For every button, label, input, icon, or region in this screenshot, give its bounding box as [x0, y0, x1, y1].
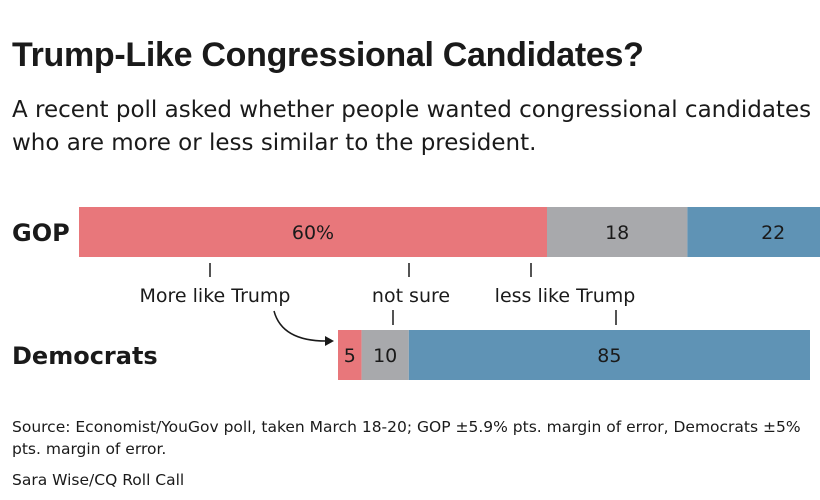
data-label-gop-less-like-trump: 22 [761, 222, 785, 244]
category-label-democrats: Democrats [12, 342, 158, 370]
credit: Sara Wise/CQ Roll Call [12, 471, 185, 489]
chart-subtitle: A recent poll asked whether people wante… [12, 97, 812, 156]
chart-title: Trump-Like Congressional Candidates? [12, 36, 644, 74]
legend-label-not-sure: not sure [372, 285, 450, 307]
legend-label-more-like-trump: More like Trump [140, 285, 291, 307]
bar-gop-not-sure [547, 207, 688, 257]
arrow-line [273, 310, 327, 342]
source-note: Source: Economist/YouGov poll, taken Mar… [12, 418, 801, 458]
stacked-bar-chart: GOP 60% 18 22 Democrats 5 10 85 More like Trump n… [12, 207, 820, 380]
category-label-gop: GOP [12, 219, 70, 247]
bar-democrats-less-like-trump [408, 330, 810, 380]
bar-gop-more-like-trump [79, 207, 547, 257]
bar-gop-less-like-trump [687, 207, 820, 257]
bar-democrats-not-sure [361, 330, 409, 380]
arrowhead-icon [325, 336, 334, 346]
data-label-gop-not-sure: 18 [605, 222, 629, 244]
data-label-democrats-not-sure: 10 [373, 345, 397, 367]
legend-label-less-like-trump: less like Trump [495, 285, 636, 307]
footer: Source: Economist/YouGov poll, taken Mar… [12, 416, 812, 491]
bar-democrats-more-like-trump [338, 330, 362, 380]
data-label-democrats-less-like-trump: 85 [597, 345, 621, 367]
data-label-democrats-more-like-trump: 5 [344, 345, 356, 367]
data-label-gop-more-like-trump: 60% [292, 222, 334, 244]
